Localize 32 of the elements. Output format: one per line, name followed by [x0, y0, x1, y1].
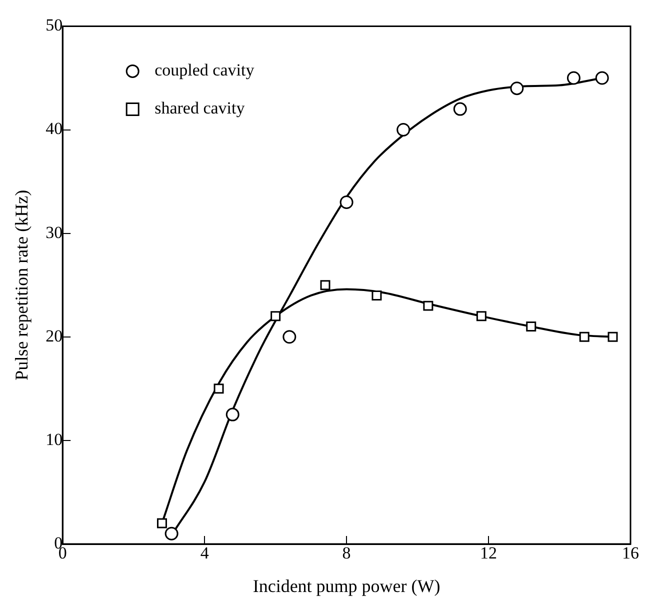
y-tick-label: 30 [46, 222, 63, 242]
point [282, 330, 296, 344]
x-tick-label: 4 [200, 544, 210, 563]
x-tick-label: 16 [622, 544, 639, 563]
point [510, 82, 524, 96]
point [164, 526, 178, 540]
legend-label: shared cavity [154, 98, 246, 118]
y-tick-label: 50 [46, 16, 63, 35]
y-tick-label: 20 [46, 326, 63, 346]
x-tick-label: 12 [480, 544, 498, 563]
point [214, 384, 224, 394]
point [579, 332, 590, 342]
point [270, 311, 281, 322]
y-tick-label: 10 [46, 430, 63, 449]
x-tick-label: 8 [342, 544, 351, 563]
point [226, 408, 240, 422]
point [526, 322, 536, 332]
point [320, 280, 330, 290]
point [423, 300, 434, 311]
point [396, 123, 410, 137]
point [156, 518, 167, 528]
point [453, 102, 467, 116]
y-tick-label: 40 [46, 119, 63, 138]
x-axis-title: Incident pump power (W) [252, 576, 440, 596]
point [566, 71, 580, 85]
point [372, 290, 382, 300]
point [595, 71, 609, 85]
legend-label: coupled cavity [154, 60, 255, 80]
y-axis-title: Pulse repetition rate (kHz) [12, 190, 32, 380]
point [608, 332, 618, 342]
point [340, 196, 354, 209]
point [476, 311, 486, 322]
